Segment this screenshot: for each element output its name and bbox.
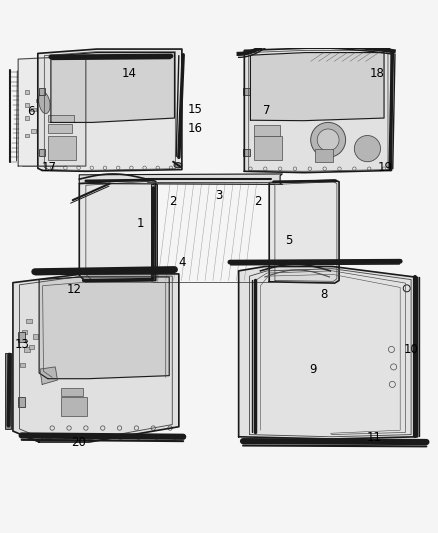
Ellipse shape	[99, 436, 106, 439]
Bar	[39, 149, 45, 157]
Bar	[25, 103, 29, 107]
Text: 6: 6	[27, 105, 34, 118]
Polygon shape	[79, 174, 283, 184]
Text: 11: 11	[367, 431, 381, 444]
Text: 5: 5	[285, 234, 293, 247]
Text: 2: 2	[170, 196, 177, 208]
Bar	[254, 135, 283, 159]
Ellipse shape	[153, 436, 159, 439]
Bar	[48, 124, 72, 133]
Bar	[18, 332, 25, 342]
Bar	[31, 130, 35, 133]
Text: 13: 13	[14, 338, 29, 351]
Text: 10: 10	[404, 343, 419, 356]
Polygon shape	[18, 56, 86, 166]
Bar	[151, 183, 156, 282]
Text: 16: 16	[187, 123, 202, 135]
Text: 7: 7	[263, 104, 271, 117]
Text: 15: 15	[187, 103, 202, 116]
Bar	[315, 149, 332, 161]
Ellipse shape	[46, 436, 51, 439]
Bar	[61, 398, 87, 416]
Bar	[5, 352, 11, 429]
Bar	[61, 389, 83, 396]
Polygon shape	[40, 367, 57, 384]
Ellipse shape	[81, 436, 88, 439]
Text: 17: 17	[41, 161, 56, 174]
Text: 12: 12	[67, 282, 81, 296]
Bar	[24, 348, 29, 352]
Text: 1: 1	[137, 217, 144, 230]
Polygon shape	[13, 274, 179, 442]
Polygon shape	[79, 179, 155, 282]
Bar	[20, 362, 25, 367]
Text: 19: 19	[378, 161, 392, 174]
Bar	[33, 334, 38, 338]
Circle shape	[354, 135, 381, 161]
Bar	[39, 88, 45, 95]
Bar	[25, 134, 29, 138]
Ellipse shape	[171, 436, 177, 439]
Text: 3: 3	[215, 189, 223, 202]
Ellipse shape	[27, 436, 33, 439]
Polygon shape	[269, 180, 339, 283]
Polygon shape	[251, 53, 384, 120]
Text: 2: 2	[254, 196, 262, 208]
Polygon shape	[38, 49, 182, 171]
Polygon shape	[39, 277, 169, 379]
Bar	[18, 398, 25, 407]
Polygon shape	[244, 48, 392, 173]
Text: 14: 14	[122, 67, 137, 79]
Text: 18: 18	[370, 67, 385, 79]
Bar	[244, 149, 250, 157]
Ellipse shape	[174, 163, 182, 168]
Bar	[31, 108, 35, 111]
Bar	[25, 90, 29, 94]
Text: 9: 9	[309, 362, 317, 376]
Ellipse shape	[64, 436, 70, 439]
Polygon shape	[51, 53, 174, 123]
Ellipse shape	[117, 436, 124, 439]
Circle shape	[311, 123, 346, 157]
Bar	[26, 319, 32, 323]
Ellipse shape	[135, 436, 141, 439]
Circle shape	[317, 129, 339, 151]
Bar	[254, 125, 280, 135]
Bar	[244, 88, 250, 95]
Bar	[48, 135, 76, 159]
Polygon shape	[239, 266, 418, 439]
Bar	[48, 115, 74, 123]
Text: 20: 20	[71, 435, 86, 448]
Bar	[22, 330, 27, 334]
Bar	[35, 99, 40, 102]
Ellipse shape	[39, 92, 50, 114]
Bar	[28, 345, 34, 350]
Bar	[25, 116, 29, 120]
Text: 8: 8	[320, 288, 328, 301]
Text: 4: 4	[178, 256, 186, 269]
